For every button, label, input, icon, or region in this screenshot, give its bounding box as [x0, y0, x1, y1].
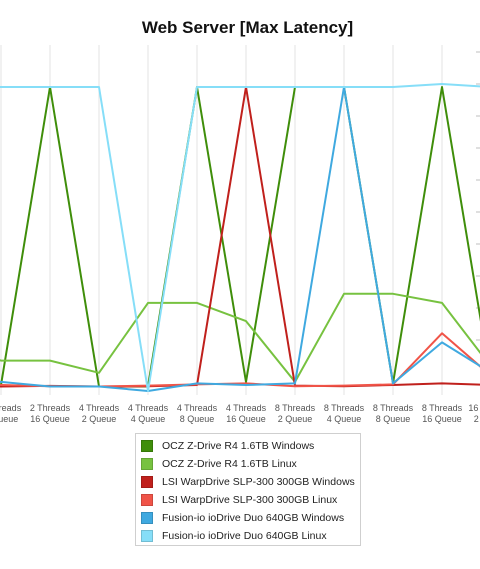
x-tick-label: 4 Threads 8 Queue	[177, 403, 218, 424]
x-tick-label: 8 Threads 16 Queue	[422, 403, 463, 424]
legend-swatch	[141, 530, 153, 542]
x-tick-label: 4 Threads 16 Queue	[226, 403, 267, 424]
series-line-5	[0, 83, 480, 392]
x-tick-label: 4 Threads 2 Queue	[79, 403, 120, 424]
legend-label: Fusion-io ioDrive Duo 640GB Windows	[162, 512, 345, 524]
legend-item[interactable]: LSI WarpDrive SLP-300 300GB Windows	[141, 473, 360, 491]
legend-item[interactable]: Fusion-io ioDrive Duo 640GB Linux	[141, 527, 360, 545]
x-tick-label: 8 Threads 2 Queue	[275, 403, 316, 424]
grid-lines	[0, 45, 480, 395]
legend-swatch	[141, 458, 153, 470]
legend-swatch	[141, 476, 153, 488]
series-line-4	[0, 86, 480, 392]
legend-swatch	[141, 440, 153, 452]
legend-label: LSI WarpDrive SLP-300 300GB Linux	[162, 494, 338, 506]
legend-label: OCZ Z-Drive R4 1.6TB Windows	[162, 440, 315, 452]
legend-swatch	[141, 512, 153, 524]
legend-item[interactable]: Fusion-io ioDrive Duo 640GB Windows	[141, 509, 360, 527]
legend-item[interactable]: OCZ Z-Drive R4 1.6TB Linux	[141, 455, 360, 473]
chart-title: Web Server [Max Latency]	[141, 18, 354, 37]
legend-label: LSI WarpDrive SLP-300 300GB Windows	[162, 476, 355, 488]
x-tick-label: 8 Threads 4 Queue	[324, 403, 365, 424]
series-line-1	[0, 292, 480, 383]
legend-item[interactable]: OCZ Z-Drive R4 1.6TB Windows	[141, 437, 360, 455]
x-tick-label: 4 Threads 4 Queue	[128, 403, 169, 424]
series-line-0	[0, 86, 480, 388]
x-tick-label: 2 Threads 16 Queue	[30, 403, 71, 424]
legend-item[interactable]: LSI WarpDrive SLP-300 300GB Linux	[141, 491, 360, 509]
legend-label: Fusion-io ioDrive Duo 640GB Linux	[162, 530, 327, 542]
series-lines	[0, 83, 480, 392]
legend-swatch	[141, 494, 153, 506]
x-tick-label: 8 Threads 8 Queue	[373, 403, 414, 424]
legend-label: OCZ Z-Drive R4 1.6TB Linux	[162, 458, 297, 470]
legend: OCZ Z-Drive R4 1.6TB Windows OCZ Z-Drive …	[135, 433, 361, 546]
